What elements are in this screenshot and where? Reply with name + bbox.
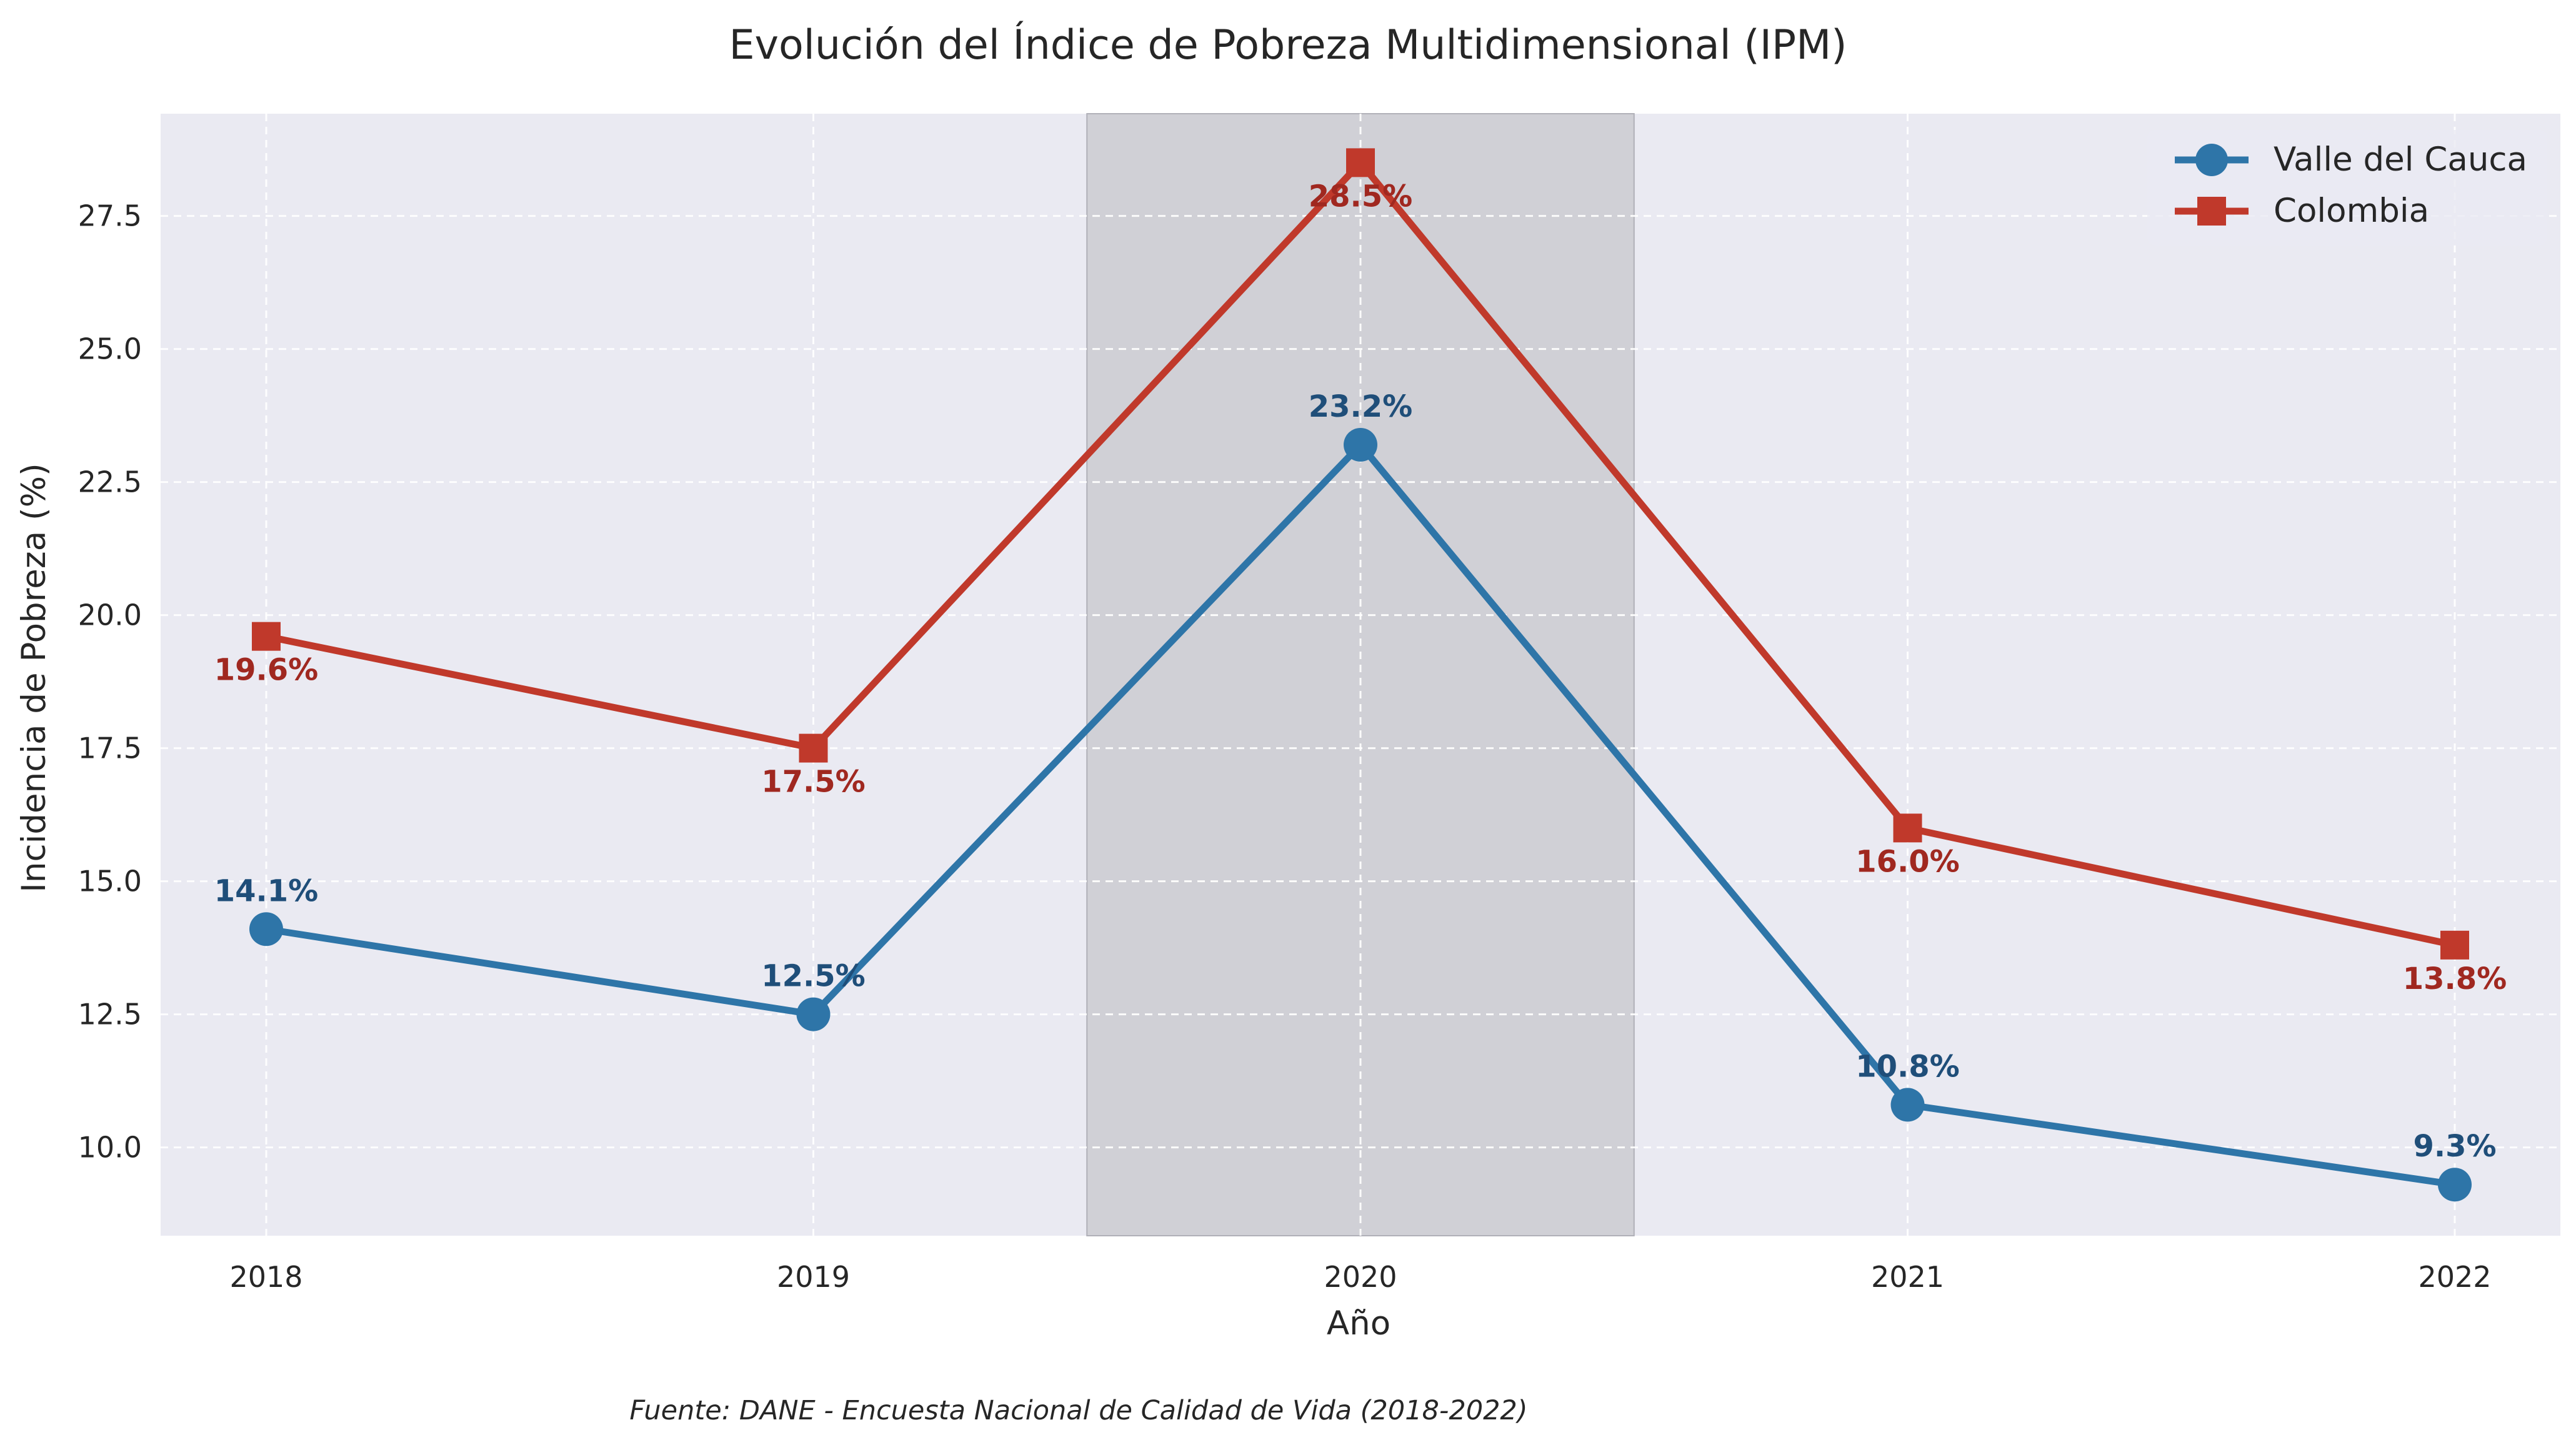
y-tick-label: 12.5	[78, 998, 142, 1031]
x-tick-label: 2022	[2418, 1260, 2491, 1294]
y-axis-label: Incidencia de Pobreza (%)	[15, 463, 53, 892]
data-point	[1346, 148, 1375, 177]
x-tick-label: 2021	[1871, 1260, 1944, 1294]
y-tick-label: 27.5	[78, 199, 142, 233]
data-point	[1890, 1088, 1925, 1122]
x-tick-label: 2019	[777, 1260, 850, 1294]
y-tick-labels: 10.0 12.5 15.0 17.5 20.0 22.5 25.0 27.5	[78, 199, 142, 1164]
x-tick-labels: 2018 2019 2020 2021 2022	[229, 1260, 2491, 1294]
chart-title: Evolución del Índice de Pobreza Multidim…	[729, 20, 1847, 69]
data-point	[1344, 427, 1377, 462]
data-point	[796, 997, 831, 1031]
y-tick-label: 17.5	[78, 732, 142, 765]
series-colombia	[252, 148, 2469, 960]
data-label: 10.8%	[1855, 1049, 1960, 1084]
legend: Valle del Cauca Colombia	[2147, 130, 2547, 246]
legend-label-valle: Valle del Cauca	[2274, 141, 2527, 179]
data-label: 23.2%	[1309, 389, 1413, 424]
data-point	[2438, 1168, 2472, 1202]
x-axis-label: Año	[1327, 1304, 1390, 1343]
data-point	[799, 733, 828, 763]
legend-marker-valle	[2195, 144, 2228, 176]
data-point	[2440, 930, 2469, 960]
legend-label-colombia: Colombia	[2274, 192, 2429, 230]
data-label: 17.5%	[761, 765, 866, 800]
data-label: 9.3%	[2413, 1129, 2496, 1164]
data-label: 16.0%	[1855, 844, 1960, 879]
data-point	[1893, 813, 1922, 843]
source-caption: Fuente: DANE - Encuesta Nacional de Cali…	[629, 1395, 1527, 1426]
data-label: 19.6%	[214, 653, 319, 688]
y-tick-label: 15.0	[78, 865, 142, 898]
data-point	[252, 622, 281, 651]
legend-marker-colombia	[2197, 197, 2226, 226]
series-valle-del-cauca	[249, 427, 2472, 1202]
data-point	[249, 912, 283, 946]
data-label: 28.5%	[1309, 179, 1413, 214]
y-tick-label: 25.0	[78, 332, 142, 366]
y-tick-label: 20.0	[78, 598, 142, 632]
data-label: 12.5%	[761, 959, 866, 994]
x-tick-label: 2018	[229, 1260, 302, 1294]
data-labels: 14.1% 12.5% 23.2% 10.8% 9.3% 19.6% 17.5% 28.5% 1…	[214, 179, 2507, 1164]
x-tick-label: 2020	[1324, 1260, 1397, 1294]
data-label: 14.1%	[214, 873, 319, 908]
y-tick-label: 10.0	[78, 1131, 142, 1164]
series-lines	[249, 148, 2472, 1202]
data-label: 13.8%	[2403, 961, 2507, 996]
y-tick-label: 22.5	[78, 465, 142, 499]
